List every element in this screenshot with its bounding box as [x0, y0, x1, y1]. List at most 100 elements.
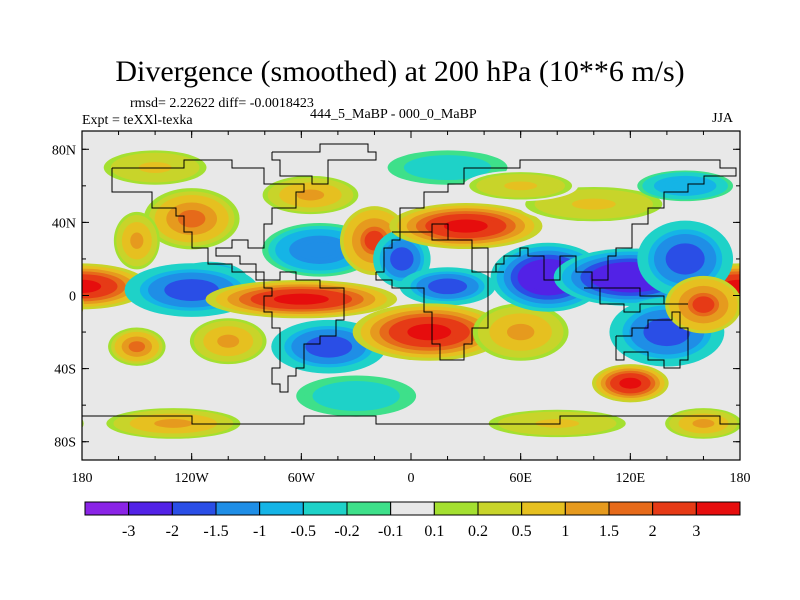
field-cell [399, 267, 496, 306]
coastline [584, 287, 688, 313]
field-contour-wrap [20, 413, 70, 433]
coastline [82, 415, 740, 425]
field-contour-wrap [8, 180, 47, 193]
field-contour [428, 162, 467, 174]
colorbar-label: -2 [166, 523, 179, 540]
colorbar-swatch [608, 501, 654, 516]
chart-title: Divergence (smoothed) at 200 hPa (10**6 … [115, 55, 685, 88]
field-contour [506, 323, 535, 341]
field-contour [217, 334, 240, 348]
field-contour [312, 339, 346, 355]
colorbar-label: -0.2 [334, 523, 359, 540]
y-tick-label: 80S [54, 436, 76, 451]
x-tick-label: 120W [175, 471, 210, 486]
field-cell [389, 203, 543, 250]
field-contour-wrap [16, 282, 75, 326]
coastline [615, 311, 689, 369]
field-contour [177, 209, 206, 228]
y-tick-label: 40N [52, 216, 76, 231]
field-contour-wrap [34, 419, 56, 428]
colorbar-label: 1.5 [599, 523, 619, 540]
colorbar-label: 1 [561, 523, 569, 540]
x-tick-label: 120E [616, 471, 646, 486]
field-contour [535, 419, 580, 428]
field-contour-wrap [30, 417, 61, 430]
field-cell [352, 303, 506, 361]
x-tick-label: 0 [408, 471, 415, 486]
colorbar-swatch [302, 501, 348, 516]
field-contour-wrap [2, 239, 53, 280]
field-contour-wrap [0, 176, 58, 196]
field-cell [480, 408, 634, 439]
coastline [392, 159, 737, 288]
colorbar-label: -0.1 [378, 523, 403, 540]
field-contour-wrap [0, 174, 64, 198]
field-contour-wrap [16, 412, 75, 436]
field-cell [16, 275, 740, 334]
colorbar-label: 2 [649, 523, 657, 540]
field-contour-wrap [25, 289, 66, 319]
field-cell [143, 188, 240, 250]
field-cell [262, 175, 359, 215]
field-contour-wrap [2, 178, 53, 194]
colorbar-label: -1 [253, 523, 266, 540]
field-contour-wrap [20, 286, 70, 323]
field-contour [303, 242, 337, 258]
field-contour [692, 419, 715, 428]
field-contour [692, 296, 715, 313]
field-contour-wrap [0, 225, 70, 294]
field-contour [504, 181, 538, 191]
field-contour-wrap [0, 172, 70, 199]
field-cell [463, 170, 579, 202]
colorbar-label: -1.5 [203, 523, 228, 540]
field-contour-wrap [0, 221, 75, 298]
colorbar-swatch [346, 501, 392, 516]
field-cell [205, 280, 398, 319]
field-cell [106, 408, 241, 439]
colorbar-label: -0.5 [291, 523, 316, 540]
colorbar-label: -3 [122, 523, 135, 540]
field-contour-wrap [11, 410, 80, 437]
coastline [271, 143, 377, 185]
y-tick-label: 0 [69, 290, 76, 305]
field-contour-wrap [82, 418, 84, 429]
colorbar-swatch [564, 501, 610, 516]
field-cell [472, 303, 569, 361]
y-tick-label: 40S [54, 363, 76, 378]
field-contour [443, 219, 488, 233]
field-contour-wrap [30, 293, 61, 316]
field-contour-wrap [25, 415, 66, 431]
field-contour-wrap [0, 234, 58, 284]
x-tick-label: 180 [730, 471, 751, 486]
colorbar-swatch [695, 501, 741, 516]
field-contour [650, 322, 684, 342]
colorbar-label: 0.2 [468, 523, 488, 540]
coastline [111, 159, 305, 281]
field-contour [619, 377, 642, 389]
x-tick-label: 180 [72, 471, 93, 486]
colorbar-swatch [171, 501, 217, 516]
field-contour [671, 181, 699, 191]
experiment-label: Expt = teXXl-texka [82, 113, 193, 128]
field-contour [571, 198, 616, 210]
colorbar-swatch [477, 501, 523, 516]
x-tick-label: 60E [509, 471, 532, 486]
colorbar-swatch [433, 501, 479, 516]
colorbar-label: 0.1 [424, 523, 444, 540]
field-contour [273, 293, 329, 305]
field-contour-wrap [0, 229, 64, 288]
field-contour-wrap [13, 248, 40, 270]
field-contour [336, 389, 376, 403]
coastline [263, 271, 345, 393]
colorbar-swatch [128, 501, 173, 516]
x-tick-label: 60W [288, 471, 316, 486]
field-contour [130, 232, 144, 249]
colorbar-swatch [390, 501, 435, 516]
field-contour [82, 279, 102, 293]
coastline [375, 223, 504, 361]
field-contour [407, 323, 452, 341]
field-contour [393, 250, 411, 268]
colorbar-swatch [521, 501, 566, 516]
field-cell [289, 373, 424, 420]
